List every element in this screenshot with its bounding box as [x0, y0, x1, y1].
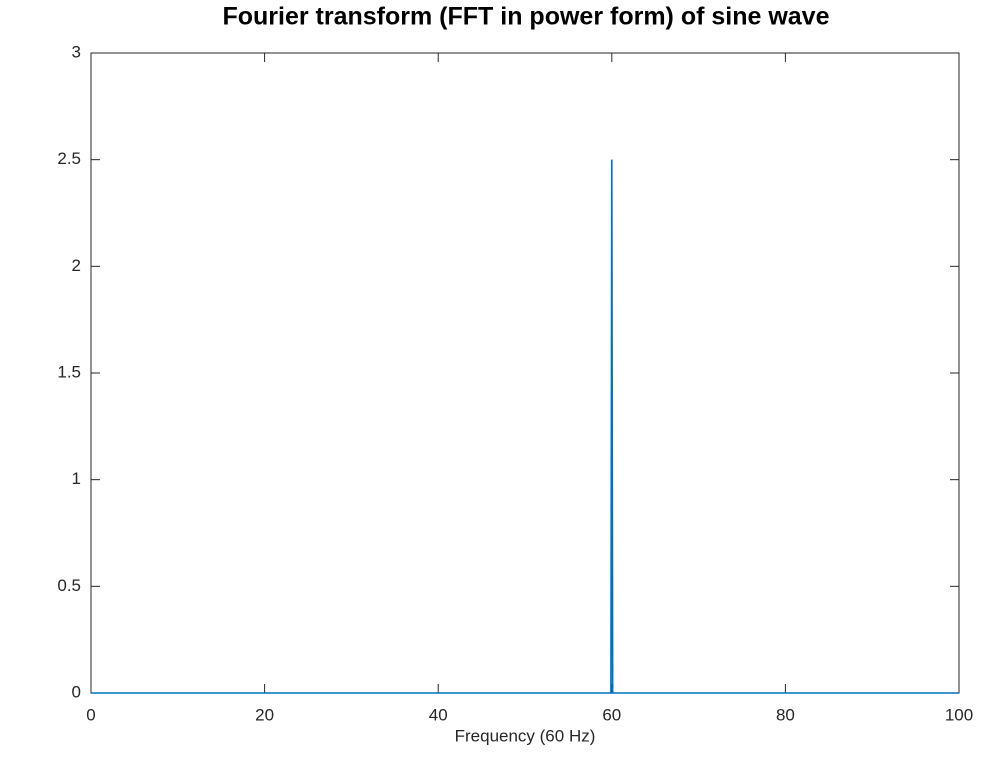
x-tick-label: 80: [776, 705, 795, 724]
x-axis-label: Frequency (60 Hz): [455, 726, 596, 745]
y-tick-label: 2: [72, 256, 81, 275]
y-tick-label: 0: [72, 682, 81, 701]
y-tick-label: 1: [72, 469, 81, 488]
chart-title: Fourier transform (FFT in power form) of…: [222, 3, 829, 31]
line-series: [91, 159, 959, 694]
y-tick-label: 0.5: [57, 576, 81, 595]
x-tick-label: 0: [86, 705, 95, 724]
x-tick-label: 100: [945, 705, 973, 724]
x-tick-label: 60: [602, 705, 621, 724]
y-tick-label: 1.5: [57, 362, 81, 381]
plot-frame: [90, 52, 960, 694]
y-tick-label: 2.5: [57, 149, 81, 168]
y-tick-label: 3: [72, 42, 81, 61]
x-tick-label: 40: [429, 705, 448, 724]
x-tick-label: 20: [255, 705, 274, 724]
